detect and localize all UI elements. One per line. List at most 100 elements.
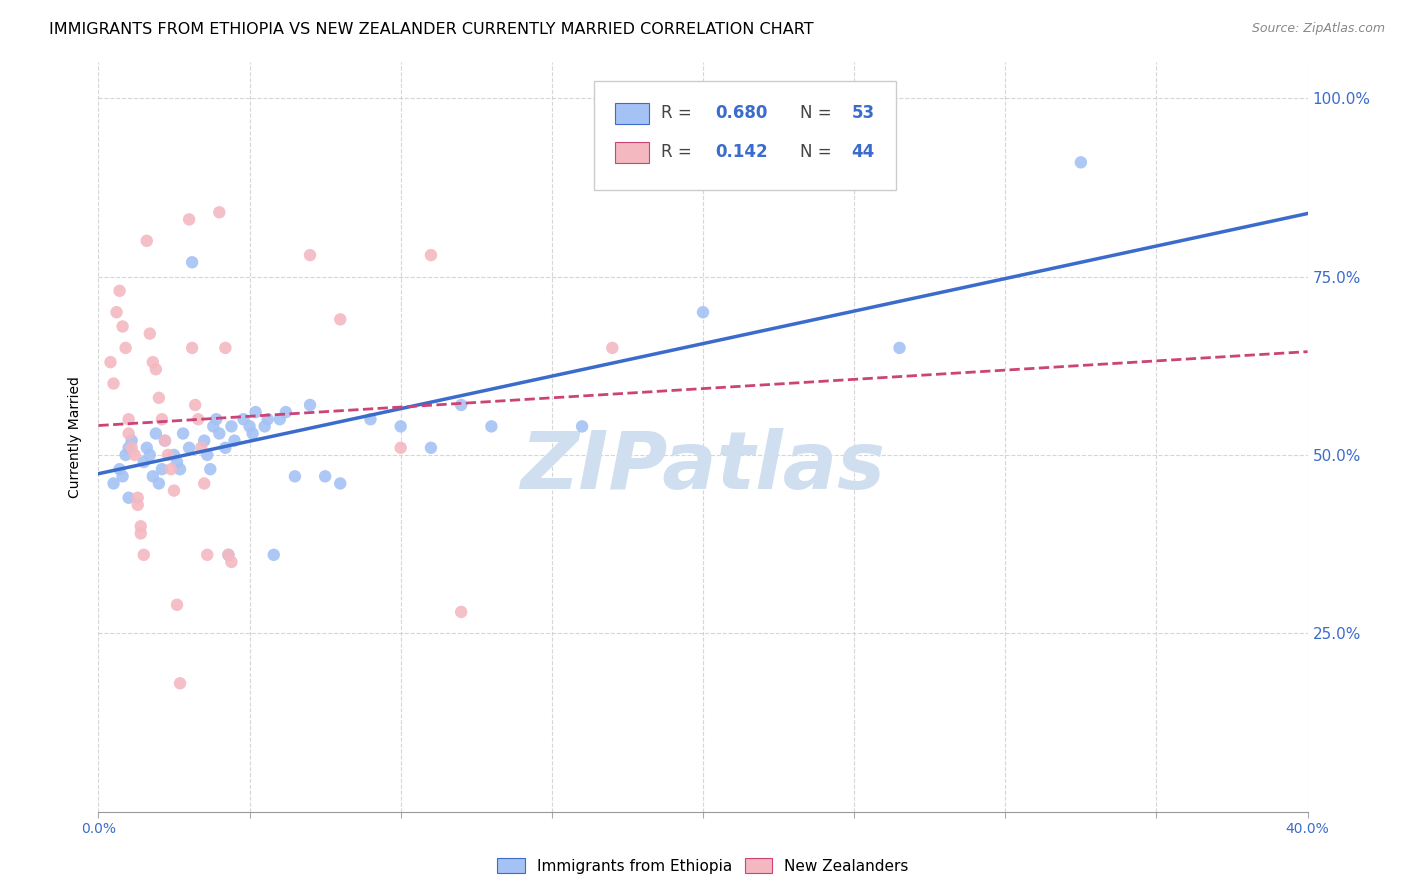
- Text: N =: N =: [800, 144, 837, 161]
- Point: [145, 426, 167, 441]
- Point: [692, 305, 714, 319]
- Point: [129, 519, 152, 533]
- Point: [889, 341, 911, 355]
- Point: [214, 441, 236, 455]
- Point: [145, 362, 167, 376]
- FancyBboxPatch shape: [595, 81, 897, 190]
- Point: [269, 412, 291, 426]
- Point: [108, 462, 131, 476]
- Point: [299, 248, 322, 262]
- Point: [329, 476, 352, 491]
- Point: [184, 398, 207, 412]
- Point: [139, 326, 162, 341]
- Point: [108, 284, 131, 298]
- Point: [360, 412, 382, 426]
- Point: [571, 419, 593, 434]
- Point: [127, 491, 149, 505]
- Point: [118, 441, 141, 455]
- Text: Source: ZipAtlas.com: Source: ZipAtlas.com: [1251, 22, 1385, 36]
- Point: [153, 434, 176, 448]
- Point: [166, 598, 188, 612]
- Point: [118, 491, 141, 505]
- FancyBboxPatch shape: [614, 142, 648, 163]
- Point: [118, 426, 141, 441]
- Point: [160, 462, 183, 476]
- Point: [481, 419, 503, 434]
- Text: N =: N =: [800, 104, 837, 122]
- Text: IMMIGRANTS FROM ETHIOPIA VS NEW ZEALANDER CURRENTLY MARRIED CORRELATION CHART: IMMIGRANTS FROM ETHIOPIA VS NEW ZEALANDE…: [49, 22, 814, 37]
- Point: [105, 305, 128, 319]
- Point: [389, 441, 412, 455]
- Point: [142, 469, 165, 483]
- Point: [163, 448, 186, 462]
- Point: [1070, 155, 1092, 169]
- Point: [217, 548, 239, 562]
- Text: ZIPatlas: ZIPatlas: [520, 428, 886, 506]
- Point: [193, 476, 215, 491]
- Point: [217, 548, 239, 562]
- Point: [274, 405, 297, 419]
- Point: [142, 355, 165, 369]
- Point: [232, 412, 254, 426]
- Text: 0.142: 0.142: [716, 144, 768, 161]
- Point: [245, 405, 267, 419]
- Point: [169, 462, 191, 476]
- Point: [242, 426, 264, 441]
- Point: [205, 412, 228, 426]
- Point: [103, 476, 125, 491]
- Point: [121, 441, 143, 455]
- Point: [450, 398, 472, 412]
- Point: [124, 448, 146, 462]
- Point: [389, 419, 412, 434]
- FancyBboxPatch shape: [614, 103, 648, 124]
- Point: [166, 455, 188, 469]
- Point: [135, 441, 157, 455]
- Point: [135, 234, 157, 248]
- Point: [221, 555, 243, 569]
- Text: 44: 44: [852, 144, 875, 161]
- Text: 53: 53: [852, 104, 875, 122]
- Point: [224, 434, 246, 448]
- Point: [214, 341, 236, 355]
- Point: [187, 412, 209, 426]
- Point: [118, 412, 141, 426]
- Point: [100, 355, 122, 369]
- Point: [127, 498, 149, 512]
- Point: [193, 434, 215, 448]
- Text: R =: R =: [661, 144, 702, 161]
- Point: [139, 448, 162, 462]
- Point: [239, 419, 262, 434]
- Point: [253, 419, 276, 434]
- Point: [150, 462, 173, 476]
- Point: [148, 476, 170, 491]
- Point: [314, 469, 336, 483]
- Point: [256, 412, 278, 426]
- Point: [284, 469, 307, 483]
- Point: [202, 419, 225, 434]
- Point: [169, 676, 191, 690]
- Point: [420, 248, 443, 262]
- Point: [172, 426, 194, 441]
- Point: [163, 483, 186, 498]
- Point: [329, 312, 352, 326]
- Point: [299, 398, 322, 412]
- Point: [111, 319, 134, 334]
- Point: [132, 455, 155, 469]
- Point: [129, 526, 152, 541]
- Point: [156, 448, 179, 462]
- Point: [148, 391, 170, 405]
- Point: [179, 441, 201, 455]
- Point: [114, 341, 136, 355]
- Point: [153, 434, 176, 448]
- Y-axis label: Currently Married: Currently Married: [69, 376, 83, 498]
- Point: [195, 548, 218, 562]
- Point: [103, 376, 125, 391]
- Point: [179, 212, 201, 227]
- Text: R =: R =: [661, 104, 697, 122]
- Point: [190, 441, 212, 455]
- Point: [114, 448, 136, 462]
- Point: [181, 341, 204, 355]
- Point: [208, 205, 231, 219]
- Point: [195, 448, 218, 462]
- Point: [450, 605, 472, 619]
